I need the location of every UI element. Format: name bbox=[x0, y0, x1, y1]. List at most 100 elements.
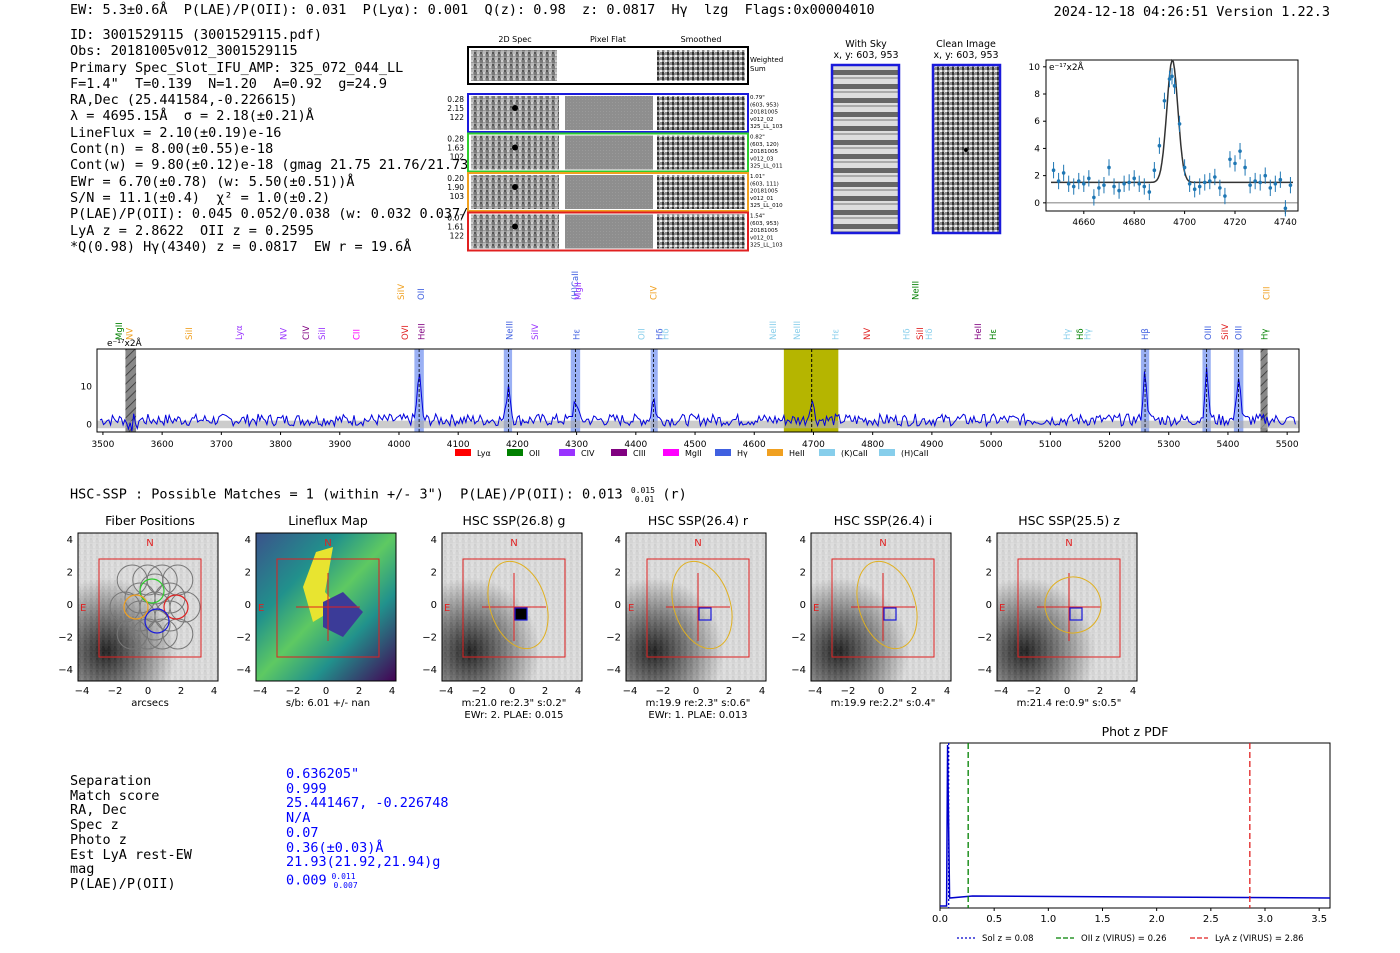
zoom-point bbox=[1273, 181, 1278, 186]
zoom-point bbox=[1213, 175, 1217, 179]
line-label: NeIII bbox=[911, 281, 921, 300]
legend-swatch bbox=[663, 449, 679, 456]
fiber-highlight bbox=[123, 594, 149, 620]
match-value: 0.636205" bbox=[286, 766, 360, 782]
match-label: mag bbox=[70, 861, 95, 878]
photz-xtick: 0.0 bbox=[932, 914, 948, 925]
spectrum-xtick: 5200 bbox=[1098, 440, 1121, 450]
line-label: NV bbox=[280, 328, 290, 340]
photz-pdf-plot: Phot z PDF 0.0 0.5 1.0 1.5 2.0 2.5 3.0 3.5 Sol z … bbox=[932, 724, 1331, 944]
cutout-right-text: 1.01" bbox=[750, 174, 765, 180]
hsc-ytick: 2 bbox=[245, 568, 251, 579]
photz-legend-label: OII z (VIRUS) = 0.26 bbox=[1081, 934, 1167, 944]
line-label: Hδ bbox=[1076, 328, 1086, 340]
line-label: SiII bbox=[318, 327, 328, 340]
spectrum-xtick: 3600 bbox=[151, 440, 174, 450]
zoom-point bbox=[1268, 186, 1273, 190]
legend-swatch bbox=[767, 449, 783, 456]
line-label: CIII bbox=[1262, 287, 1272, 300]
photz-xtick: 1.0 bbox=[1040, 914, 1056, 925]
source-box bbox=[698, 607, 712, 621]
cutout-right-text: v012_03 bbox=[750, 156, 774, 162]
hsc-xtick: 4 bbox=[389, 686, 395, 697]
info-line: EWr = 6.70(±0.78) (w: 5.50(±0.51))Å bbox=[70, 173, 355, 190]
hsc-xtick: 0 bbox=[1064, 686, 1070, 697]
east-label: E bbox=[444, 603, 450, 614]
zoom-point bbox=[1056, 179, 1061, 183]
line-label: NV bbox=[863, 328, 873, 340]
match-value: 0.07 bbox=[286, 824, 319, 841]
weighted-label: Sum bbox=[750, 65, 766, 73]
photz-title: Phot z PDF bbox=[1102, 724, 1169, 739]
cutout-smoothed bbox=[657, 135, 745, 170]
hsc-xtick: −2 bbox=[286, 686, 301, 697]
galaxy-ellipse bbox=[671, 560, 733, 650]
cutout-left-text: 102 bbox=[450, 153, 465, 162]
cutout-header: Pixel Flat bbox=[590, 35, 626, 44]
spectrum-xtick: 3900 bbox=[328, 440, 351, 450]
cutout-right-text: 20181005 bbox=[750, 110, 778, 116]
hsc-ytick: 2 bbox=[986, 568, 992, 579]
hsc-ytick: −2 bbox=[977, 633, 992, 644]
hsc-frame bbox=[625, 532, 767, 682]
hsc-frame bbox=[441, 532, 583, 682]
legend-label: Hγ bbox=[737, 449, 748, 458]
hsc-box bbox=[831, 558, 935, 658]
zoom-point bbox=[1157, 143, 1162, 148]
hsc-ytick: −4 bbox=[58, 665, 73, 676]
cutout-2d bbox=[471, 175, 559, 209]
legend-label: (H)CaII bbox=[901, 449, 928, 458]
line-label: Hε bbox=[573, 329, 583, 340]
line-label: NeIII bbox=[769, 321, 779, 340]
hsc-frame bbox=[255, 532, 397, 682]
header-right: 2024-12-18 04:26:51 Version 1.22.3 bbox=[1054, 4, 1330, 20]
spectrum-xtick: 4700 bbox=[802, 440, 825, 450]
cutout-source bbox=[512, 184, 518, 190]
zoom-point bbox=[1182, 165, 1187, 170]
hsc-ytick: 2 bbox=[615, 568, 621, 579]
hsc-title-sub: 0.01 bbox=[634, 495, 655, 505]
hsc-ytick: 4 bbox=[245, 535, 251, 546]
cutout-source bbox=[512, 144, 518, 151]
zoom-point bbox=[1076, 179, 1081, 183]
legend-swatch bbox=[559, 449, 575, 456]
line-label: OVI bbox=[401, 325, 411, 340]
cutout-left-text: 2.15 bbox=[447, 104, 464, 113]
cutout-right-text: v012_01 bbox=[750, 235, 774, 241]
cutout-right-text: 20181005 bbox=[750, 228, 778, 234]
zoom-ytick: 2 bbox=[1034, 172, 1040, 182]
match-values: 0.636205" 0.999 25.441467, -0.226748 N/A 0.0… bbox=[286, 767, 449, 894]
spectrum-xtick: 3800 bbox=[269, 440, 292, 450]
legend-label: CIII bbox=[633, 449, 646, 458]
match-labels: Separation Match score RA, Dec Spec z Photo … bbox=[70, 774, 192, 892]
photz-xtick: 0.5 bbox=[986, 914, 1002, 925]
hsc-frame bbox=[810, 532, 952, 682]
fiber-highlight bbox=[139, 578, 165, 604]
line-label: MgII bbox=[115, 322, 125, 340]
zoom-point bbox=[1082, 181, 1086, 186]
cutout-left-text: 0.07 bbox=[447, 214, 464, 223]
photz-xtick: 2.5 bbox=[1203, 914, 1219, 925]
photz-xtick: 2.0 bbox=[1149, 914, 1165, 925]
hsc-ytick: 2 bbox=[800, 568, 806, 579]
cutout-left-text: 0.20 bbox=[447, 174, 464, 183]
spectrum-xtick: 4800 bbox=[861, 440, 884, 450]
zoom-point bbox=[1258, 180, 1262, 185]
hsc-panel-title: HSC SSP(26.4) i bbox=[834, 513, 932, 528]
line-label: Lyα bbox=[235, 325, 245, 340]
hsc-xtick: 4 bbox=[1130, 686, 1136, 697]
legend-label: CIV bbox=[581, 449, 595, 458]
zoom-point bbox=[1187, 181, 1192, 186]
info-line: RA,Dec (25.441584,-0.226615) bbox=[70, 92, 298, 109]
hsc-xtick: −2 bbox=[472, 686, 487, 697]
hsc-ytick: −4 bbox=[791, 665, 806, 676]
hsc-ytick: −2 bbox=[58, 633, 73, 644]
plae-sup: 0.011 bbox=[326, 871, 356, 881]
zoom-ytick: 4 bbox=[1034, 144, 1040, 154]
match-label: Photo z bbox=[70, 831, 127, 848]
line-label: SiIV bbox=[1221, 324, 1231, 340]
source-box bbox=[883, 607, 897, 621]
hsc-xtick: −4 bbox=[994, 686, 1009, 697]
cutout-left-text: 103 bbox=[450, 192, 465, 201]
line-label: Hε bbox=[989, 329, 999, 340]
